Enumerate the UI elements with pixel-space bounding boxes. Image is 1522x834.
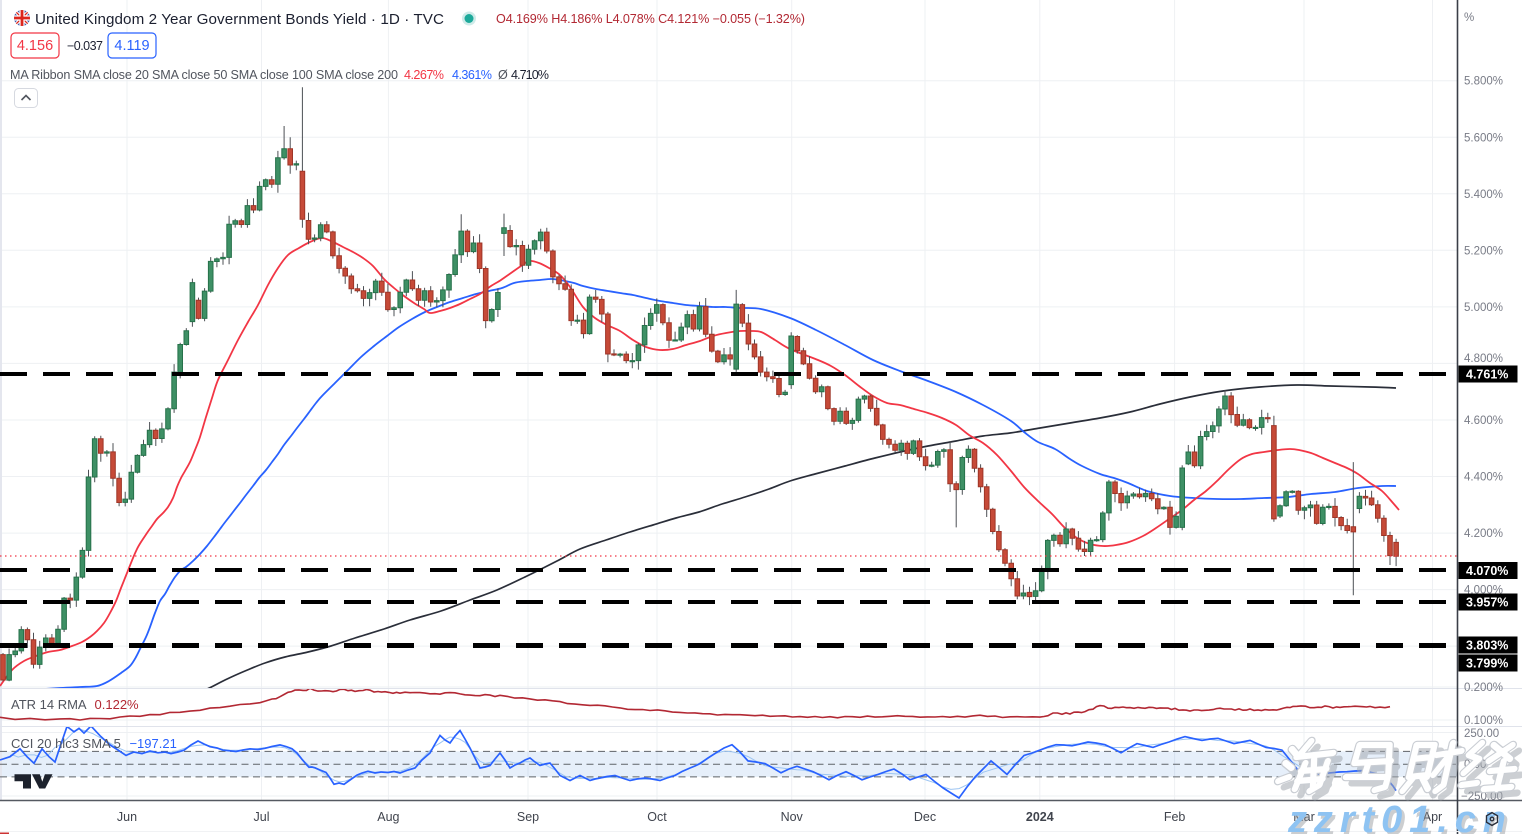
svg-text:0.200%: 0.200% xyxy=(1464,682,1503,694)
svg-text:4.761%: 4.761% xyxy=(1466,368,1508,382)
svg-text:4.156: 4.156 xyxy=(17,38,53,54)
svg-text:Feb: Feb xyxy=(1164,810,1186,824)
svg-text:4.361%: 4.361% xyxy=(452,68,492,82)
svg-text:5.000%: 5.000% xyxy=(1464,302,1503,314)
svg-text:zzrt01.cn: zzrt01.cn xyxy=(1290,802,1513,834)
svg-text:Dec: Dec xyxy=(914,810,936,824)
svg-text:4.600%: 4.600% xyxy=(1464,415,1503,427)
svg-text:0.100%: 0.100% xyxy=(1464,715,1503,727)
svg-text:CCI 20 hlc3 SMA 5 −197.21: CCI 20 hlc3 SMA 5 −197.21 xyxy=(11,736,177,751)
svg-text:3.803%: 3.803% xyxy=(1466,639,1508,653)
svg-text:4.267%: 4.267% xyxy=(404,68,444,82)
svg-text:5.200%: 5.200% xyxy=(1464,245,1503,257)
svg-text:2024: 2024 xyxy=(1026,810,1054,824)
svg-text:Oct: Oct xyxy=(647,810,667,824)
svg-text:4.400%: 4.400% xyxy=(1464,472,1503,484)
svg-text:Apr: Apr xyxy=(1423,810,1442,824)
svg-text:Aug: Aug xyxy=(377,810,399,824)
svg-text:ATR 14 RMA 0.122%: ATR 14 RMA 0.122% xyxy=(11,697,139,712)
svg-text:−0.037: −0.037 xyxy=(67,39,103,53)
svg-text:Mar: Mar xyxy=(1293,810,1315,824)
svg-text:O4.169% H4.186% L4.078% C4.121: O4.169% H4.186% L4.078% C4.121% −0.055 (… xyxy=(496,12,805,26)
svg-text:4.200%: 4.200% xyxy=(1464,528,1503,540)
svg-text:Ø: Ø xyxy=(498,68,508,82)
svg-text:Jul: Jul xyxy=(254,810,270,824)
svg-text:zzrt01.cn: zzrt01.cn xyxy=(1287,799,1510,834)
svg-text:4.710%: 4.710% xyxy=(511,68,549,82)
svg-text:Nov: Nov xyxy=(781,810,804,824)
svg-text:4.800%: 4.800% xyxy=(1464,353,1503,365)
svg-text:5.400%: 5.400% xyxy=(1464,189,1503,201)
svg-text:%: % xyxy=(1464,12,1474,24)
svg-text:Sep: Sep xyxy=(517,810,539,824)
svg-text:3.799%: 3.799% xyxy=(1466,657,1508,671)
svg-text:Jun: Jun xyxy=(117,810,137,824)
svg-text:5.600%: 5.600% xyxy=(1464,132,1503,144)
svg-text:3.957%: 3.957% xyxy=(1466,596,1508,610)
svg-text:United Kingdom 2 Year Governme: United Kingdom 2 Year Government Bonds Y… xyxy=(35,11,444,28)
svg-text:250.00: 250.00 xyxy=(1464,728,1499,740)
svg-text:MA Ribbon SMA close 20 SMA clo: MA Ribbon SMA close 20 SMA close 50 SMA … xyxy=(10,68,398,82)
svg-text:5.800%: 5.800% xyxy=(1464,76,1503,88)
svg-text:4.119: 4.119 xyxy=(114,38,149,54)
svg-text:4.070%: 4.070% xyxy=(1466,564,1508,578)
